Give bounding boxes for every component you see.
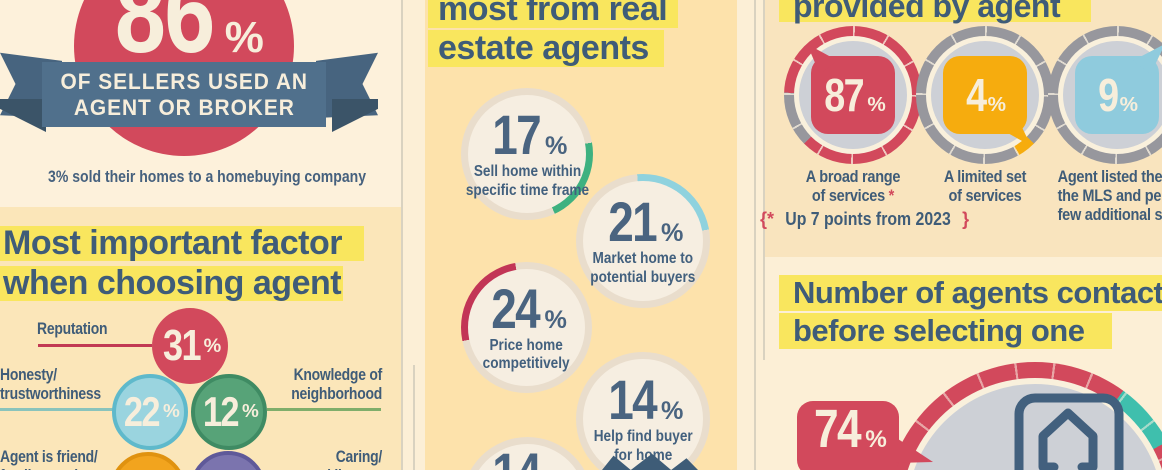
contacted-title-line2: before selecting one: [793, 313, 1085, 348]
hero-note: 3% sold their homes to a homebuying comp…: [48, 168, 367, 186]
banner-text-line1: OF SELLERS USED AN: [60, 68, 308, 94]
house-icon: [1014, 393, 1124, 470]
services-title-highlight: provided by agent: [779, 0, 1091, 24]
middle-title-line2: estate agents: [438, 29, 649, 67]
middle-title-highlight-line2: estate agents: [428, 29, 664, 67]
honesty-leader-line: [0, 408, 114, 411]
factor-bubble-reputation: 31%: [152, 308, 228, 384]
contacted-title-highlight-line1: Number of agents contacted: [779, 275, 1162, 311]
factors-title-highlight-line1: Most important factor: [0, 224, 364, 262]
contacted-stat-bubble: 74%: [797, 401, 899, 470]
services-ring-broad: 87%: [784, 26, 922, 164]
services-label-mls: Agent listed the home on the MLS and per…: [1057, 168, 1162, 224]
reputation-leader-line: [38, 344, 152, 347]
factor-label-caring: Caring/ good listener: [298, 447, 383, 470]
column-divider-line: [401, 0, 403, 470]
column-divider-line: [763, 0, 765, 360]
factor-label-friend: Agent is friend/ family member: [0, 447, 98, 470]
banner-text-line2: AGENT OR BROKER: [73, 94, 295, 120]
hero-ribbon-banner: OF SELLERS USED AN AGENT OR BROKER: [42, 62, 326, 127]
speech-bubble-4: 4%: [943, 56, 1031, 146]
services-ring-mls: 9%: [1048, 26, 1162, 164]
column-divider-line: [413, 365, 415, 470]
services-ring-limited: 4%: [916, 26, 1054, 164]
middle-title-highlight-line1: most from real: [428, 0, 678, 28]
services-title: provided by agent: [793, 0, 1061, 24]
services-label-broad: A broad range of services *: [805, 168, 901, 205]
want-circle-market-home: 21% Market home to potential buyers: [576, 174, 710, 308]
column-divider-line: [754, 0, 756, 470]
asterisk-marker: *: [888, 186, 895, 205]
want-circle-price-home: 24% Price home competitively: [461, 262, 592, 393]
factor-bubble-knowledge: 12%: [191, 374, 267, 450]
services-label-limited: A limited set of services: [943, 168, 1027, 205]
contacted-title-line1: Number of agents contacted: [793, 275, 1162, 310]
knowledge-leader-line: [267, 408, 381, 411]
speech-bubble-9: 9%: [1075, 44, 1162, 134]
speech-bubble-87: 87%: [807, 44, 895, 134]
want-circle-find-buyer: 14% Help find buyer for home: [576, 352, 710, 470]
factors-title-highlight-line2: when choosing agent: [0, 264, 343, 302]
factor-bubble-honesty: 22%: [112, 374, 188, 450]
factor-label-honesty: Honesty/ trustworthiness: [0, 365, 101, 404]
middle-title-line1: most from real: [438, 0, 668, 28]
hero-stat-value: 86%: [114, 0, 264, 76]
contacted-title-highlight-line2: before selecting one: [779, 313, 1112, 349]
services-footnote: {* Up 7 points from 2023}: [760, 209, 970, 229]
want-circle-sell-time: 17% Sell home within specific time frame: [461, 88, 593, 220]
factors-title-line2: when choosing agent: [3, 264, 342, 302]
factor-label-knowledge: Knowledge of neighborhood: [291, 365, 382, 404]
factor-label-reputation: Reputation: [37, 319, 108, 338]
factors-title-line1: Most important factor: [3, 224, 342, 262]
